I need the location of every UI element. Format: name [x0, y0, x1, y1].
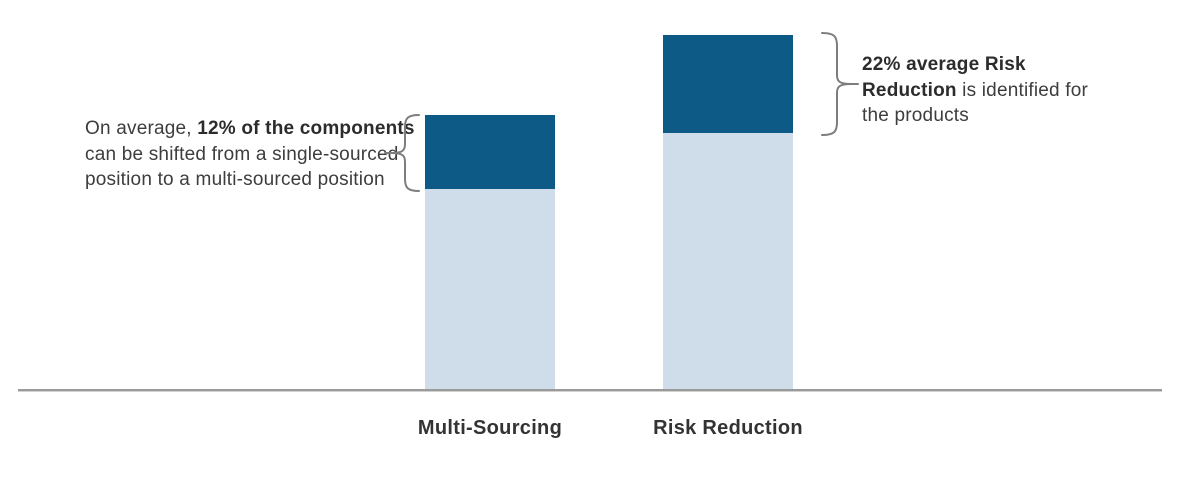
right-curly-brace	[821, 32, 859, 136]
annotation-multi-sourcing: On average, 12% of the components can be…	[85, 118, 415, 190]
bar-segment-base	[663, 133, 793, 389]
left-curly-brace	[384, 114, 420, 192]
bar-segment-highlight	[663, 35, 793, 133]
x-axis-baseline	[18, 389, 1162, 391]
bar-segment-highlight	[425, 115, 555, 189]
axis-label-risk-reduction: Risk Reduction	[653, 417, 803, 439]
axis-label-multi-sourcing: Multi-Sourcing	[417, 417, 563, 439]
annotation-risk-reduction: 22% average Risk Reduction is identified…	[862, 54, 1089, 126]
bar-segment-base	[425, 189, 555, 389]
bar-multi-sourcing	[425, 115, 555, 389]
bar-risk-reduction	[663, 35, 793, 389]
